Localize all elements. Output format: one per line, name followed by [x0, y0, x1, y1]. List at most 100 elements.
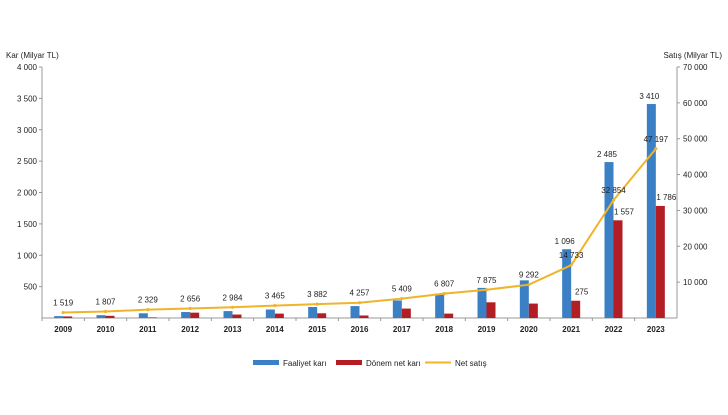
y-right-tick-label: 60 000	[683, 99, 708, 108]
x-tick-label: 2014	[266, 325, 284, 334]
data-labels-group: 1 096 2 485 3 410 275 1 557 1 786 1 519 1 807 2 …	[53, 92, 677, 308]
x-tick-label: 2011	[139, 325, 157, 334]
line-data-label: 9 292	[519, 271, 540, 280]
y-right-tick-label: 70 000	[683, 63, 708, 72]
x-tick-label: 2018	[435, 325, 453, 334]
line-point-net-satis	[611, 198, 616, 202]
bar-data-label: 1 096	[555, 237, 576, 246]
line-data-label: 3 465	[265, 292, 286, 301]
bar-donem-net-kari	[190, 312, 200, 318]
bar-donem-net-kari	[655, 205, 665, 318]
line-data-label: 4 257	[349, 289, 370, 298]
line-data-label: 6 807	[434, 280, 455, 289]
bar-faaliyet-kari	[646, 104, 656, 319]
bar-faaliyet-kari	[477, 287, 487, 318]
line-point-net-satis	[188, 306, 192, 311]
line-data-label: 2 984	[222, 293, 243, 302]
line-data-label: 47 197	[644, 135, 669, 144]
y-left-tick-label: 2 500	[17, 157, 38, 166]
line-point-net-satis	[569, 263, 573, 267]
bar-data-label: 1 557	[614, 207, 635, 216]
bar-donem-net-kari	[444, 313, 454, 318]
bar-data-label: 1 786	[656, 193, 677, 202]
bar-faaliyet-kari	[519, 280, 529, 318]
line-data-label: 1 807	[95, 298, 116, 307]
y-left-tick-label: 1 000	[17, 251, 38, 260]
line-data-label: 2 656	[180, 294, 201, 303]
y-right-tick-label: 20 000	[683, 242, 708, 251]
bar-faaliyet-kari	[96, 315, 106, 318]
y-axis-left-title: Kar (Milyar TL)	[6, 51, 59, 60]
bar-donem-net-kari	[571, 300, 581, 318]
x-tick-label: 2015	[308, 325, 326, 334]
legend-label: Net satış	[455, 359, 487, 368]
x-tick-label: 2009	[54, 325, 72, 334]
line-point-net-satis	[400, 297, 404, 301]
legend: Faaliyet karı Dönem net karı Net satış	[253, 359, 487, 368]
bar-faaliyet-kari	[54, 316, 64, 318]
bar-donem-net-kari	[63, 316, 73, 318]
legend-swatch	[253, 360, 279, 365]
line-point-net-satis	[484, 288, 489, 292]
x-tick-label: 2023	[647, 325, 665, 334]
y-right-tick-label: 40 000	[683, 171, 708, 180]
line-data-label: 14 733	[559, 251, 584, 260]
y-left-tick-label: 1 500	[17, 220, 38, 229]
y-left-tick-label: 3 500	[17, 94, 38, 103]
line-point-net-satis	[103, 309, 108, 314]
bar-donem-net-kari	[401, 308, 411, 318]
bar-faaliyet-kari	[435, 293, 445, 318]
bar-faaliyet-kari	[138, 313, 148, 318]
x-tick-label: 2020	[520, 325, 538, 334]
line-point-net-satis	[273, 303, 277, 308]
line-data-label: 3 882	[307, 290, 328, 299]
bars-group	[54, 104, 665, 319]
bar-data-label: 2 485	[597, 150, 618, 159]
bar-faaliyet-kari	[350, 306, 360, 318]
bar-donem-net-kari	[528, 303, 538, 318]
line-point-net-satis	[357, 301, 362, 305]
x-tick-label: 2019	[478, 325, 496, 334]
y-right-tick-label: 50 000	[683, 135, 708, 144]
bar-donem-net-kari	[317, 313, 327, 318]
line-point-net-satis	[442, 291, 446, 296]
bar-faaliyet-kari	[392, 300, 402, 318]
y-right-tick-label: 10 000	[683, 278, 708, 287]
bar-donem-net-kari	[232, 314, 242, 318]
line-point-net-satis	[527, 283, 531, 287]
line-point-net-satis	[315, 302, 319, 306]
bar-donem-net-kari	[147, 317, 157, 318]
line-data-label: 2 329	[138, 296, 159, 305]
bar-donem-net-kari	[105, 315, 115, 318]
bar-donem-net-kari	[359, 315, 369, 318]
y-left-tick-label: 500	[24, 283, 38, 292]
x-tick-label: 2017	[393, 325, 411, 334]
bar-faaliyet-kari	[223, 311, 233, 318]
bar-data-label: 275	[575, 288, 589, 297]
x-tick-label: 2013	[224, 325, 242, 334]
bar-faaliyet-kari	[181, 312, 191, 318]
bar-donem-net-kari	[613, 220, 623, 318]
legend-label: Dönem net karı	[366, 359, 421, 368]
line-data-label: 7 875	[476, 276, 497, 285]
bar-donem-net-kari	[486, 302, 496, 318]
legend-label: Faaliyet karı	[283, 359, 327, 368]
line-point-net-satis	[146, 308, 150, 312]
y-left-tick-label: 2 000	[17, 189, 38, 198]
line-point-net-satis	[654, 147, 658, 151]
x-tick-label: 2010	[97, 325, 115, 334]
bar-faaliyet-kari	[562, 249, 572, 318]
y-left-tick-label: 3 000	[17, 126, 38, 135]
x-tick-label: 2012	[181, 325, 199, 334]
bar-donem-net-kari	[274, 313, 284, 318]
line-point-net-satis	[230, 305, 235, 309]
bar-faaliyet-kari	[308, 307, 318, 318]
x-tick-label: 2022	[605, 325, 623, 334]
line-data-label: 5 409	[392, 285, 413, 294]
y-right-tick-label: 30 000	[683, 206, 708, 215]
line-point-net-satis	[61, 310, 65, 315]
legend-swatch	[336, 360, 362, 365]
bar-faaliyet-kari	[604, 162, 614, 318]
